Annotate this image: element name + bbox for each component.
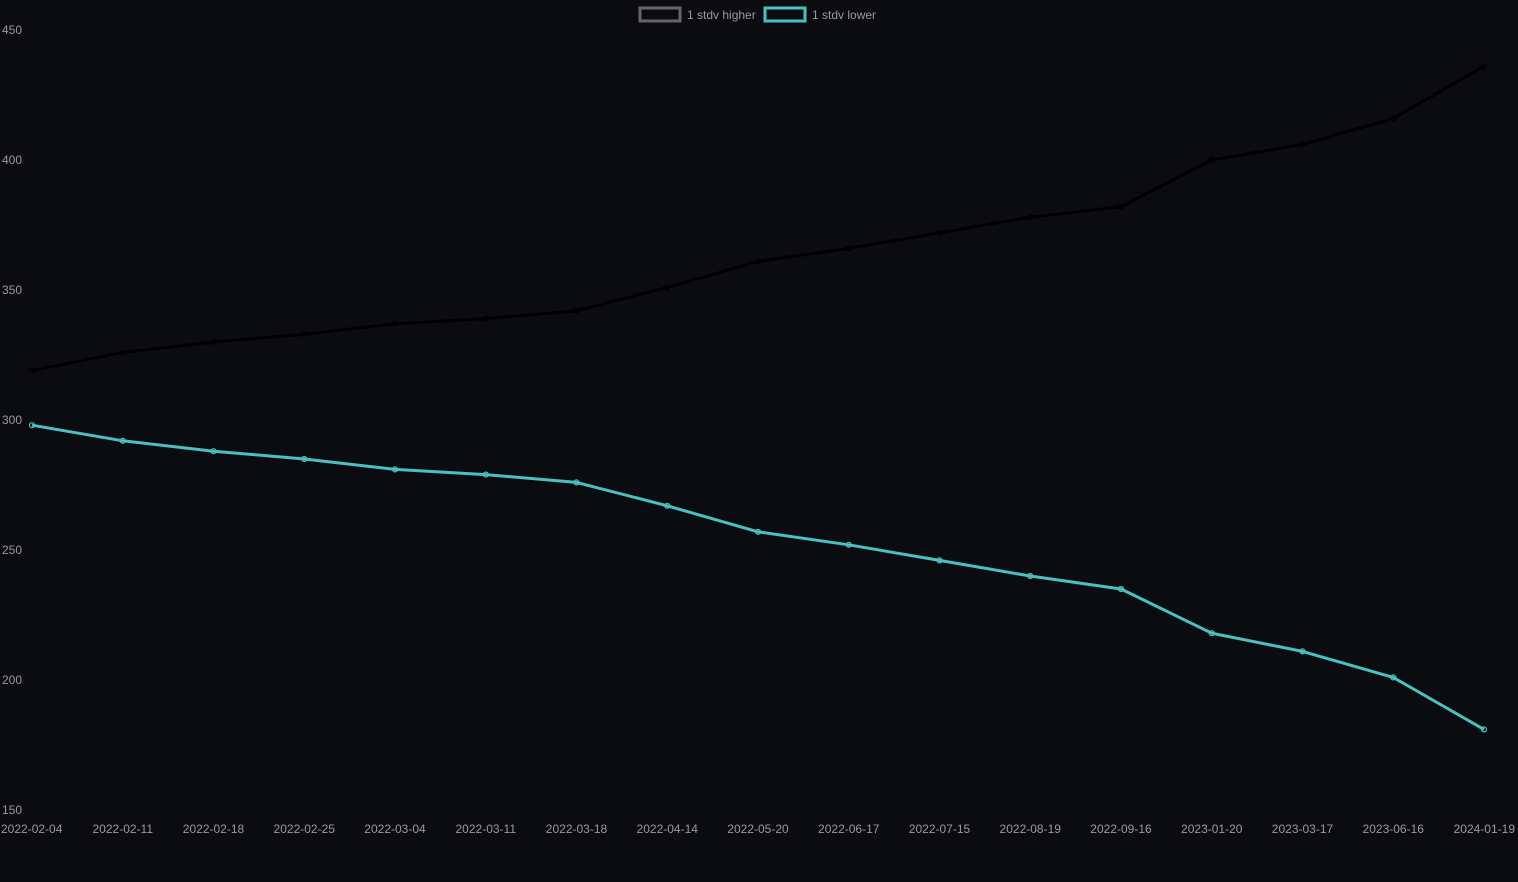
data-point-lower[interactable] (482, 471, 489, 478)
data-point-lower[interactable] (28, 422, 36, 429)
data-point-lower[interactable] (1117, 585, 1125, 593)
series-layer (28, 63, 1488, 733)
data-point-lower[interactable] (391, 466, 399, 473)
series-higher (28, 63, 1488, 374)
series-line-lower (31, 423, 1485, 731)
x-tick-label: 2022-03-04 (364, 822, 426, 836)
data-point-higher[interactable] (210, 338, 217, 346)
data-point-lower[interactable] (1390, 674, 1397, 681)
data-point-higher[interactable] (664, 284, 671, 291)
data-point-lower[interactable] (301, 455, 308, 463)
data-point-higher[interactable] (119, 349, 126, 356)
data-point-lower[interactable] (936, 557, 943, 564)
data-point-lower[interactable] (1299, 648, 1306, 655)
x-tick-label: 2022-02-11 (93, 822, 154, 836)
legend: 1 stdv higher 1 stdv lower (638, 6, 876, 23)
y-axis: 150 200 250 300 350 400 450 (2, 23, 22, 817)
y-tick-label: 150 (2, 803, 22, 817)
data-point-higher[interactable] (573, 307, 580, 314)
x-tick-label: 2022-07-15 (909, 822, 971, 836)
data-point-higher[interactable] (1117, 203, 1125, 210)
x-tick-label: 2022-03-18 (546, 822, 608, 836)
y-tick-label: 200 (2, 673, 22, 687)
x-tick-label: 2022-06-17 (818, 822, 880, 836)
x-tick-label: 2022-02-18 (183, 822, 245, 836)
x-tick-label: 2022-05-20 (727, 822, 789, 836)
data-point-lower[interactable] (210, 448, 217, 455)
x-tick-label: 2022-03-11 (456, 822, 517, 836)
data-point-higher[interactable] (1208, 156, 1215, 164)
x-tick-label: 2022-02-04 (1, 822, 63, 836)
data-point-higher[interactable] (936, 229, 943, 236)
y-tick-label: 250 (2, 543, 22, 557)
x-tick-label: 2023-01-20 (1181, 822, 1243, 836)
x-tick-label: 2022-02-25 (274, 822, 336, 836)
data-point-higher[interactable] (1480, 63, 1488, 70)
x-axis: 2022-02-04 2022-02-11 2022-02-18 2022-02-25… (1, 822, 1515, 836)
data-point-higher[interactable] (754, 258, 762, 265)
x-tick-label: 2023-06-16 (1363, 822, 1425, 836)
y-tick-label: 450 (2, 23, 22, 37)
data-point-lower[interactable] (119, 437, 126, 444)
data-point-higher[interactable] (1027, 214, 1034, 221)
data-point-lower[interactable] (754, 528, 762, 535)
x-tick-label: 2024-01-19 (1454, 822, 1516, 836)
data-point-lower[interactable] (1480, 726, 1488, 733)
data-point-higher[interactable] (1299, 141, 1306, 148)
data-point-lower[interactable] (664, 502, 671, 509)
data-point-lower[interactable] (845, 541, 852, 548)
legend-item-higher[interactable]: 1 stdv higher (638, 6, 756, 23)
data-point-higher[interactable] (28, 367, 36, 374)
x-tick-label: 2022-04-14 (637, 822, 699, 836)
y-tick-label: 300 (2, 413, 22, 427)
data-point-higher[interactable] (301, 331, 308, 338)
legend-label-higher: 1 stdv higher (687, 8, 756, 22)
data-point-higher[interactable] (1390, 115, 1397, 122)
data-point-lower[interactable] (1208, 630, 1215, 637)
data-point-higher[interactable] (482, 315, 489, 322)
y-tick-label: 350 (2, 283, 22, 297)
x-tick-label: 2022-08-19 (1000, 822, 1062, 836)
data-point-lower[interactable] (573, 479, 580, 486)
data-point-higher[interactable] (391, 320, 399, 327)
legend-label-lower: 1 stdv lower (812, 8, 876, 22)
legend-swatch-higher (638, 6, 682, 23)
series-line-higher (31, 65, 1485, 373)
legend-swatch-lower (763, 6, 807, 23)
series-lower (28, 422, 1488, 733)
legend-item-lower[interactable]: 1 stdv lower (763, 6, 876, 23)
data-point-higher[interactable] (845, 245, 852, 252)
x-tick-label: 2023-03-17 (1272, 822, 1334, 836)
x-tick-label: 2022-09-16 (1090, 822, 1152, 836)
data-point-lower[interactable] (1027, 572, 1034, 580)
y-tick-label: 400 (2, 153, 22, 167)
